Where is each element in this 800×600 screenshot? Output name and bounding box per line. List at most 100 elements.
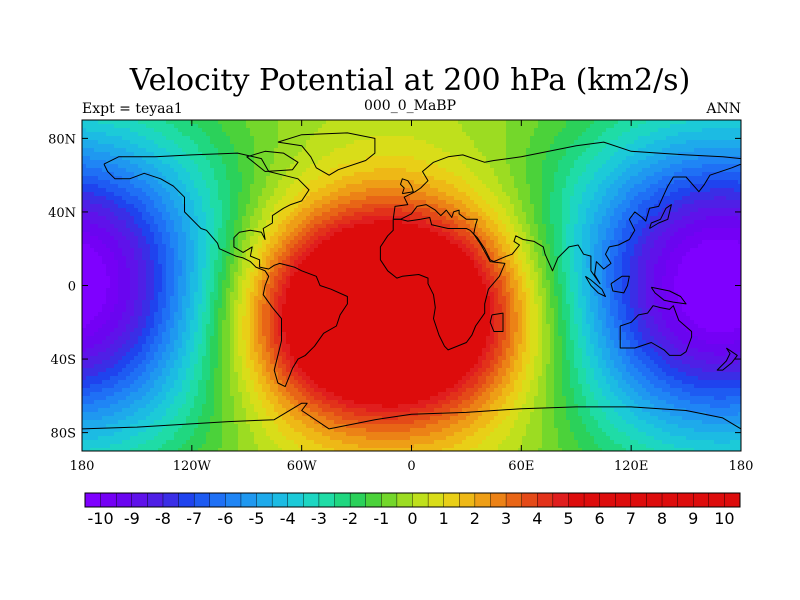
contour-cell [606,208,611,213]
contour-cell [174,168,179,173]
contour-cell [606,204,611,209]
contour-cell [586,124,591,129]
contour-cell [566,228,571,233]
contour-cell [106,240,111,245]
contour-cell [362,224,367,229]
contour-cell [238,132,243,137]
contour-cell [730,148,735,153]
contour-cell [350,212,355,217]
contour-cell [470,160,475,165]
contour-cell [274,196,279,201]
contour-cell [626,188,631,193]
contour-cell [90,180,95,185]
contour-cell [622,180,627,185]
contour-cell [366,144,371,149]
contour-cell [162,152,167,157]
contour-cell [466,148,471,153]
contour-cell [190,236,195,241]
contour-cell [630,132,635,137]
contour-cell [402,176,407,181]
contour-cell [710,164,715,169]
contour-cell [706,140,711,145]
contour-cell [590,196,595,201]
contour-cell [474,156,479,161]
contour-cell [222,228,227,233]
contour-cell [382,184,387,189]
contour-cell [302,148,307,153]
contour-cell [582,196,587,201]
contour-cell [454,164,459,169]
contour-cell [334,172,339,177]
contour-cell [682,160,687,165]
contour-cell [214,160,219,165]
contour-cell [722,184,727,189]
contour-cell [322,212,327,217]
contour-cell [514,156,519,161]
contour-cell [478,224,483,229]
contour-cell [94,228,99,233]
contour-cell [582,172,587,177]
contour-cell [238,164,243,169]
contour-cell [322,208,327,213]
contour-cell [394,232,399,237]
contour-cell [534,128,539,133]
contour-cell [622,196,627,201]
contour-cell [622,192,627,197]
contour-cell [82,232,87,237]
contour-cell [218,132,223,137]
contour-cell [122,228,127,233]
contour-cell [590,236,595,241]
contour-cell [222,224,227,229]
contour-cell [506,136,511,141]
contour-cell [194,140,199,145]
contour-cell [358,136,363,141]
contour-cell [298,140,303,145]
contour-cell [562,188,567,193]
contour-cell [262,176,267,181]
contour-cell [166,224,171,229]
contour-cell [202,156,207,161]
contour-cell [150,160,155,165]
contour-cell [554,216,559,221]
contour-cell [190,164,195,169]
contour-cell [538,188,543,193]
contour-cell [418,128,423,133]
contour-cell [174,192,179,197]
contour-cell [286,184,291,189]
contour-cell [674,168,679,173]
contour-cell [498,208,503,213]
contour-cell [586,220,591,225]
contour-cell [658,236,663,241]
contour-cell [194,212,199,217]
contour-cell [446,168,451,173]
contour-cell [394,140,399,145]
contour-cell [106,212,111,217]
contour-cell [158,216,163,221]
contour-cell [590,164,595,169]
contour-cell [718,216,723,221]
contour-cell [454,220,459,225]
contour-cell [514,176,519,181]
contour-cell [194,156,199,161]
contour-cell [242,196,247,201]
contour-cell [90,152,95,157]
contour-cell [630,168,635,173]
contour-cell [602,200,607,205]
contour-cell [262,228,267,233]
contour-cell [490,212,495,217]
contour-cell [162,228,167,233]
contour-cell [190,196,195,201]
contour-cell [342,172,347,177]
contour-cell [254,160,259,165]
contour-cell [402,200,407,205]
contour-cell [310,212,315,217]
contour-cell [566,176,571,181]
contour-cell [674,188,679,193]
contour-cell [414,128,419,133]
contour-cell [462,180,467,185]
contour-cell [134,148,139,153]
contour-cell [674,200,679,205]
contour-cell [166,232,171,237]
contour-cell [462,176,467,181]
contour-cell [146,228,151,233]
